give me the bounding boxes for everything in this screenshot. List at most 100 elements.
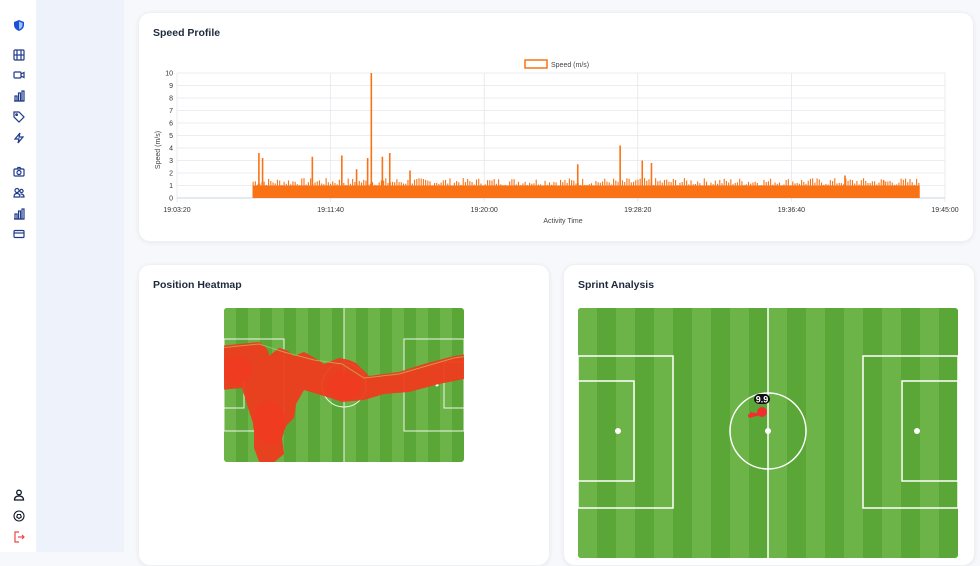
speed-bar xyxy=(759,185,761,198)
speed-bar xyxy=(374,184,376,198)
speed-bar xyxy=(551,184,553,198)
speed-bar xyxy=(615,180,617,198)
speed-bar xyxy=(741,181,743,198)
position-heatmap-title: Position Heatmap xyxy=(153,279,242,291)
speed-peak-bar xyxy=(844,175,846,198)
speed-bar xyxy=(345,184,347,198)
speed-bar xyxy=(686,180,688,198)
speed-bar xyxy=(491,180,493,198)
speed-bar xyxy=(586,184,588,198)
speed-bar xyxy=(843,184,845,198)
speed-bar xyxy=(798,183,800,198)
speed-bar xyxy=(697,181,699,198)
camera-icon[interactable] xyxy=(12,165,26,179)
speed-bar xyxy=(679,182,681,198)
speed-bar xyxy=(896,184,898,198)
speed-bar xyxy=(303,178,305,198)
speed-bar xyxy=(493,178,495,198)
speed-bar xyxy=(644,178,646,198)
pitch-stripe xyxy=(844,308,863,558)
speed-bars xyxy=(252,73,920,198)
speed-bar xyxy=(334,183,336,198)
speed-bar xyxy=(739,178,741,198)
lightning-icon[interactable] xyxy=(12,131,26,145)
speed-peak-bar xyxy=(650,163,653,198)
speed-bar xyxy=(327,182,329,198)
speed-bar xyxy=(681,181,683,198)
legend-swatch[interactable] xyxy=(524,59,548,69)
y-tick-label: 6 xyxy=(169,121,173,128)
speed-bar xyxy=(670,182,672,198)
speed-bar xyxy=(387,183,389,198)
speed-bar xyxy=(728,182,730,198)
speed-bar xyxy=(380,180,382,198)
speed-bar xyxy=(865,180,867,198)
speed-bar xyxy=(287,180,290,198)
heatmap-pitch[interactable] xyxy=(224,308,464,462)
speed-bar xyxy=(599,182,601,198)
users-icon[interactable] xyxy=(12,186,26,200)
speed-bar xyxy=(272,182,274,198)
speed-bar xyxy=(719,179,721,198)
bar-chart-icon[interactable] xyxy=(12,89,26,103)
speed-bar xyxy=(546,184,548,198)
shield-logo-icon[interactable] xyxy=(12,18,26,32)
speed-bar xyxy=(537,184,539,198)
pitch-stripe xyxy=(768,308,787,558)
speed-peak-bar xyxy=(619,145,621,198)
speed-bar xyxy=(637,179,639,198)
speed-bar xyxy=(471,181,473,198)
speed-bar xyxy=(785,180,787,198)
x-tick-label: 19:28:20 xyxy=(624,207,651,214)
speed-bar xyxy=(747,181,750,198)
speed-bar xyxy=(874,181,876,198)
credit-card-icon[interactable] xyxy=(12,227,26,241)
logout-icon[interactable] xyxy=(12,530,26,544)
speed-bar xyxy=(279,180,281,198)
video-icon[interactable] xyxy=(12,68,26,82)
speed-bar xyxy=(807,180,809,198)
sprint-analysis-title: Sprint Analysis xyxy=(578,279,655,291)
speed-bar xyxy=(385,178,387,198)
legend-label[interactable]: Speed (m/s) xyxy=(551,62,589,69)
speed-bar xyxy=(433,183,436,198)
y-tick-label: 2 xyxy=(169,171,173,178)
speed-bar xyxy=(568,178,570,198)
speed-bar xyxy=(511,179,513,198)
user-icon[interactable] xyxy=(12,488,26,502)
speed-bar xyxy=(535,179,537,198)
speed-bar xyxy=(593,185,595,198)
pitch-stripe xyxy=(882,308,901,558)
speed-bar xyxy=(438,183,440,198)
position-heatmap-card: Position Heatmap xyxy=(138,264,550,566)
pitch-stripe xyxy=(730,308,749,558)
y-tick-label: 7 xyxy=(169,108,173,115)
speed-bar xyxy=(836,183,838,198)
speed-bar xyxy=(703,178,705,198)
speed-bar xyxy=(776,183,778,198)
tag-icon[interactable] xyxy=(12,110,26,124)
speed-bar xyxy=(683,178,685,198)
speed-bar xyxy=(723,178,725,198)
football-icon[interactable] xyxy=(12,509,26,523)
speed-bar xyxy=(851,180,854,198)
speed-bar xyxy=(400,182,402,198)
sprint-marker[interactable]: 9.9 xyxy=(747,394,770,418)
bar-chart-alt-icon[interactable] xyxy=(12,207,26,221)
speed-bar xyxy=(860,180,862,198)
speed-bar xyxy=(332,181,334,198)
speed-bar xyxy=(602,181,604,198)
speed-bar xyxy=(354,181,356,198)
speed-bar xyxy=(752,182,754,198)
speed-bar xyxy=(604,178,606,198)
speed-bar xyxy=(544,180,546,198)
speed-peak-bar xyxy=(370,73,373,198)
speed-bar xyxy=(495,183,497,198)
film-icon[interactable] xyxy=(12,48,26,62)
speed-bar xyxy=(745,184,747,198)
speed-bar xyxy=(608,182,610,198)
speed-bar xyxy=(661,182,663,198)
speed-bar xyxy=(628,178,630,198)
speed-bar xyxy=(827,184,829,198)
sprint-pitch[interactable]: 9.9 xyxy=(578,308,958,558)
